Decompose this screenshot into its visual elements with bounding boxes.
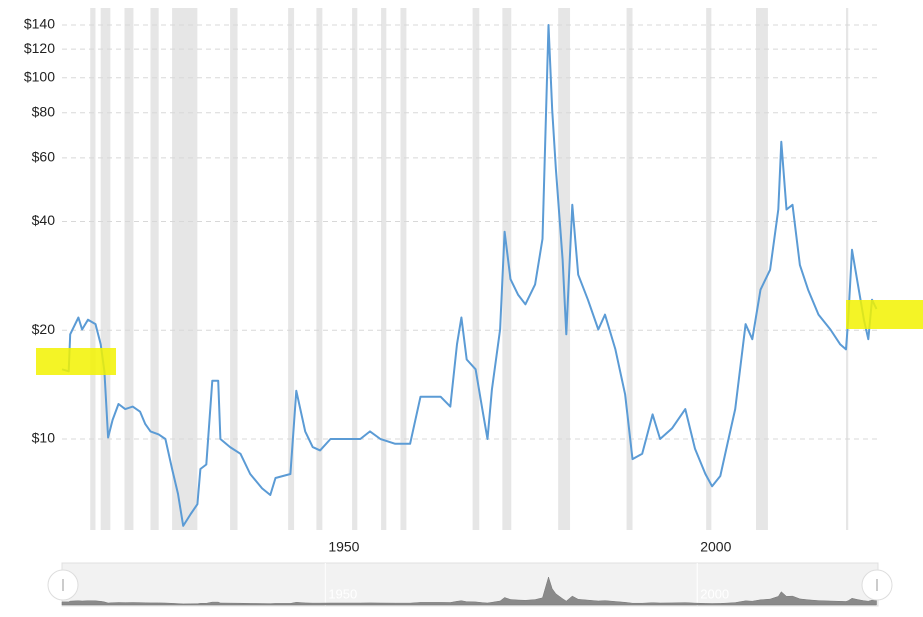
y-tick-label: $60: [32, 149, 56, 165]
y-tick-label: $20: [32, 321, 56, 337]
y-tick-label: $140: [24, 16, 55, 32]
plot-layer: [61, 24, 878, 527]
navigator-tick-label: 2000: [700, 586, 729, 601]
recession-band: [502, 8, 512, 530]
recession-band: [316, 8, 323, 530]
recession-band: [124, 8, 134, 530]
recession-band: [400, 8, 407, 530]
recession-band: [150, 8, 159, 530]
highlight: [36, 348, 116, 375]
recession-band: [472, 8, 480, 530]
recession-band: [172, 8, 198, 530]
navigator-tick-label: 1950: [328, 586, 357, 601]
recession-band: [288, 8, 295, 530]
recession-band: [352, 8, 358, 530]
recession-band: [706, 8, 712, 530]
navigator-area: [61, 576, 877, 606]
recession-band: [90, 8, 96, 530]
y-tick-label: $10: [32, 430, 56, 446]
highlight: [846, 300, 923, 329]
x-tick-label: 2000: [700, 539, 731, 555]
y-tick-label: $80: [32, 103, 56, 119]
recession-band: [100, 8, 111, 530]
recession-layer: [90, 8, 849, 530]
recession-band: [846, 8, 849, 530]
y-tick-label: $120: [24, 40, 55, 56]
series-line: [61, 24, 878, 527]
x-tick-label: 1950: [328, 539, 359, 555]
recession-band: [558, 8, 571, 530]
y-tick-label: $100: [24, 68, 55, 84]
recession-band: [756, 8, 768, 530]
recession-band: [381, 8, 387, 530]
recession-band: [626, 8, 633, 530]
grid-layer: $10 $20 $40 $60 $80 $100 $120 $140 1950 2000: [24, 16, 878, 555]
recession-band: [230, 8, 238, 530]
navigator[interactable]: [61, 562, 879, 607]
y-tick-label: $40: [32, 212, 56, 228]
navigator-layer: 1950 2000: [61, 563, 877, 606]
